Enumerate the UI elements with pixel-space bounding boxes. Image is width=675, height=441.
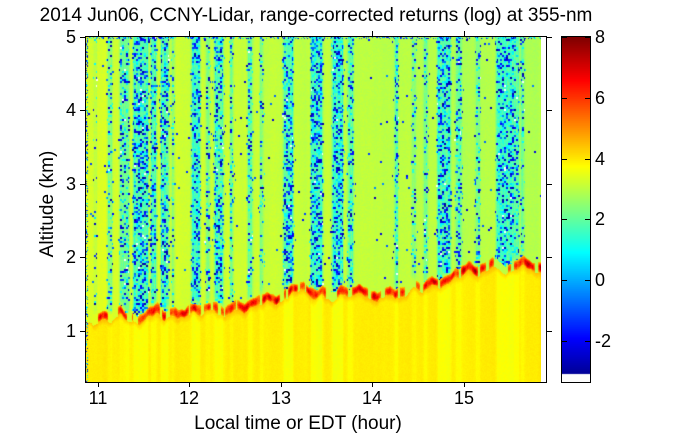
x-tick-mark	[281, 382, 282, 387]
y-tick-label: 1	[65, 321, 76, 341]
colorbar-tick-mark	[562, 159, 567, 160]
colorbar-tick-mark	[585, 280, 590, 281]
colorbar-tick-label: 0	[595, 270, 606, 290]
y-tick-mark	[80, 37, 85, 38]
x-top-tick-mark	[98, 31, 99, 36]
x-tick-mark	[372, 382, 373, 387]
chart-title: 2014 Jun06, CCNY-Lidar, range-corrected …	[39, 5, 593, 26]
colorbar-tick-mark	[562, 280, 567, 281]
colorbar-tick-mark	[585, 159, 590, 160]
colorbar-tick-mark	[562, 219, 567, 220]
x-tick-mark	[189, 382, 190, 387]
y-right-tick-mark	[547, 331, 552, 332]
x-axis-label: Local time or EDT (hour)	[194, 413, 402, 434]
colorbar-tick-mark	[585, 219, 590, 220]
colorbar-tick-mark	[562, 341, 567, 342]
plot-area	[85, 36, 547, 383]
y-tick-mark	[80, 257, 85, 258]
colorbar-tick-label: 8	[595, 27, 606, 47]
y-right-tick-mark	[547, 110, 552, 111]
colorbar	[561, 36, 591, 383]
x-tick-label: 13	[270, 388, 292, 408]
y-right-tick-mark	[547, 184, 552, 185]
colorbar-tick-label: -2	[595, 331, 612, 351]
x-top-tick-mark	[189, 31, 190, 36]
heatmap-canvas	[86, 37, 541, 382]
colorbar-tick-mark	[562, 98, 567, 99]
x-top-tick-mark	[464, 31, 465, 36]
y-tick-label: 4	[65, 100, 76, 120]
y-axis-label: Altitude (km)	[37, 150, 58, 258]
x-tick-label: 15	[453, 388, 475, 408]
x-tick-label: 14	[361, 388, 383, 408]
x-tick-label: 11	[88, 388, 108, 408]
x-tick-label: 12	[178, 388, 200, 408]
y-tick-mark	[80, 331, 85, 332]
colorbar-tick-mark	[585, 98, 590, 99]
x-top-tick-mark	[281, 31, 282, 36]
colorbar-tick-mark	[562, 37, 567, 38]
x-top-tick-mark	[372, 31, 373, 36]
y-tick-label: 2	[65, 247, 76, 267]
x-tick-mark	[464, 382, 465, 387]
colorbar-tick-label: 4	[595, 149, 606, 169]
colorbar-tick-mark	[585, 37, 590, 38]
colorbar-canvas	[562, 37, 590, 382]
colorbar-tick-label: 6	[595, 88, 606, 108]
y-tick-mark	[80, 110, 85, 111]
y-tick-label: 3	[65, 174, 76, 194]
y-tick-mark	[80, 184, 85, 185]
y-tick-label: 5	[65, 27, 76, 47]
colorbar-tick-label: 2	[595, 209, 606, 229]
y-right-tick-mark	[547, 257, 552, 258]
colorbar-tick-mark	[585, 341, 590, 342]
y-right-tick-mark	[547, 37, 552, 38]
x-tick-mark	[98, 382, 99, 387]
